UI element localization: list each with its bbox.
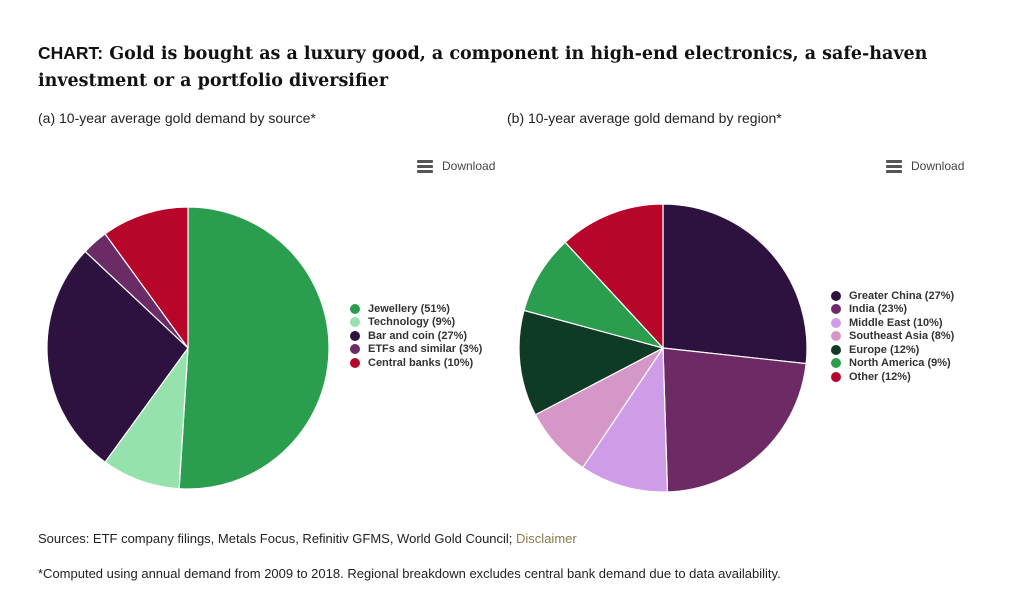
legend-label: Other (12%) [849,370,911,383]
legend-label: North America (9%) [849,357,951,370]
footnote: *Computed using annual demand from 2009 … [38,566,781,581]
pie-slice-europe [518,309,664,416]
menu-icon [417,160,433,173]
legend-swatch [350,330,360,341]
legend-item-greater-china[interactable]: Greater China (27%) [831,289,954,303]
legend-item-other[interactable]: Other (12%) [831,370,954,384]
chart-title: CHART: Gold is bought as a luxury good, … [38,40,998,95]
legend-label: Greater China (27%) [849,289,955,302]
chart-a-pie [46,206,330,490]
chart-b-pie [518,203,808,493]
sources-note: Sources: ETF company filings, Metals Foc… [38,531,577,546]
chart-a-download-button[interactable]: Download [417,159,495,173]
legend-label: ETFs and similar (3%) [368,343,483,356]
legend-swatch [831,371,841,382]
legend-label: Middle East (10%) [849,316,943,329]
sources-text: Sources: ETF company filings, Metals Foc… [38,531,517,546]
download-label: Download [911,159,965,173]
pie-slice-central-banks [104,206,189,349]
pie-slice-bar-and-coin [46,250,189,463]
pie-slice-middle-east [582,347,669,493]
legend-swatch [831,317,841,328]
menu-icon [886,160,902,173]
chart-b-download-button[interactable]: Download [886,159,964,173]
legend-item-jewellery[interactable]: Jewellery (51%) [350,302,482,316]
legend-item-etfs-and-similar[interactable]: ETFs and similar (3%) [350,343,482,357]
pie-slice-greater-china [662,203,808,365]
chart-b-subtitle: (b) 10-year average gold demand by regio… [507,110,782,126]
chart-title-text: Gold is bought as a luxury good, a compo… [38,44,928,91]
legend-label: India (23%) [849,303,908,316]
legend-label: Southeast Asia (8%) [849,330,955,343]
legend-label: Technology (9%) [368,316,456,329]
legend-swatch [350,317,360,328]
legend-swatch [831,358,841,369]
pie-slice-jewellery [178,206,330,490]
chart-a-subtitle: (a) 10-year average gold demand by sourc… [38,110,316,126]
legend-item-central-banks[interactable]: Central banks (10%) [350,356,482,370]
legend-label: Central banks (10%) [368,356,474,369]
disclaimer-link[interactable]: Disclaimer [516,531,577,546]
download-label: Download [442,159,496,173]
chart-b-legend: Greater China (27%) India (23%) Middle Eas… [831,289,954,384]
legend-swatch [350,344,360,355]
chart-a-legend: Jewellery (51%) Technology (9%) Bar and co… [350,302,482,370]
legend-item-southeast-asia[interactable]: Southeast Asia (8%) [831,330,954,344]
chart-tag: CHART: [38,43,104,63]
legend-swatch [350,303,360,314]
legend-swatch [350,357,360,368]
pie-slice-north-america [523,241,664,349]
legend-item-technology[interactable]: Technology (9%) [350,316,482,330]
legend-label: Bar and coin (27%) [368,329,468,342]
legend-swatch [831,290,841,301]
pie-slice-india [662,347,807,493]
legend-item-india[interactable]: India (23%) [831,303,954,317]
legend-swatch [831,304,841,315]
legend-item-bar-and-coin[interactable]: Bar and coin (27%) [350,329,482,343]
legend-item-north-america[interactable]: North America (9%) [831,357,954,371]
legend-swatch [831,331,841,342]
legend-swatch [831,344,841,355]
pie-slice-other [564,203,664,349]
legend-item-europe[interactable]: Europe (12%) [831,343,954,357]
legend-label: Jewellery (51%) [368,302,450,315]
pie-slice-technology [104,347,189,490]
legend-label: Europe (12%) [849,343,920,356]
legend-item-middle-east[interactable]: Middle East (10%) [831,316,954,330]
